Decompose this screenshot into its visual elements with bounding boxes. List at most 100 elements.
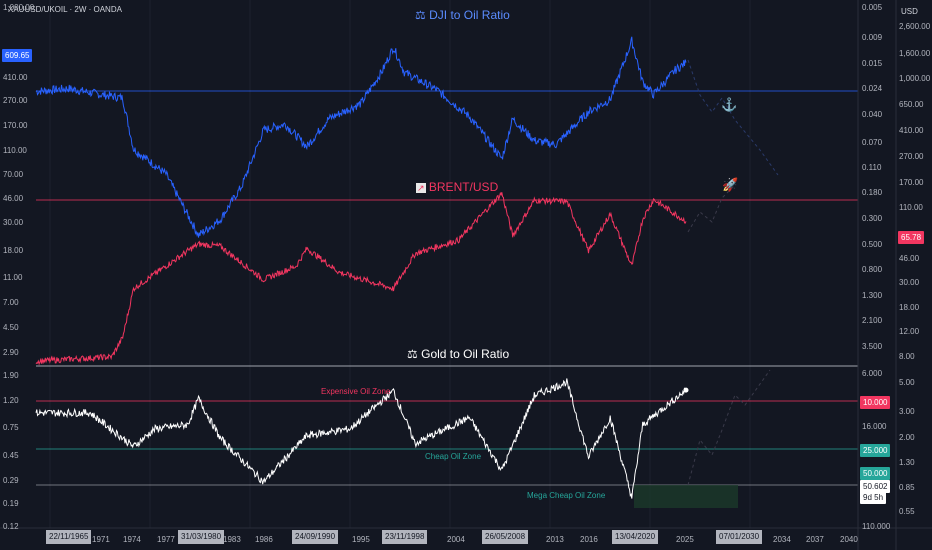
right-axis-tick: 0.55 [899, 507, 915, 516]
time-axis-tick: 2016 [580, 535, 598, 544]
left-axis-tick: 70.00 [3, 170, 24, 179]
green-value-badge: 50.000 [860, 467, 891, 480]
left-axis-tick: 1.20 [3, 396, 19, 405]
time-axis-tick: 1983 [223, 535, 241, 544]
left-price-badge: 609.65 [2, 49, 33, 62]
left-axis-tick: 4.50 [3, 323, 19, 332]
right-axis-tick: 1.30 [899, 458, 915, 467]
time-axis-tick: 1977 [157, 535, 175, 544]
date-marker: 13/04/2020 [612, 530, 659, 544]
ratio-axis-tick: 0.500 [862, 240, 883, 249]
scale-icon: ⚖ [407, 347, 418, 361]
last-point-marker [683, 387, 689, 393]
ratio-axis-tick: 0.024 [862, 84, 883, 93]
ratio-axis-tick: 0.110 [862, 163, 882, 172]
ratio-axis-tick: 6.000 [862, 369, 883, 378]
left-axis-tick: 1.90 [3, 371, 19, 380]
right-axis-tick: 2,600.00 [899, 22, 931, 31]
dji-projection-path [687, 59, 779, 176]
right-axis-tick: 0.85 [899, 483, 915, 492]
ratio-axis-tick: 1.300 [862, 291, 883, 300]
right-axis-tick: 3.00 [899, 407, 915, 416]
countdown-badge: 9d 5h [860, 491, 887, 504]
date-marker: 22/11/1965 [46, 530, 92, 544]
ratio-axis-tick: 0.005 [862, 3, 883, 12]
date-marker: 31/03/1980 [178, 530, 225, 544]
gold-oil-ratio-line[interactable] [35, 378, 687, 499]
right-axis-tick: 410.00 [899, 126, 924, 135]
usd-unit-label: USD [901, 7, 918, 16]
right-axis-tick: 170.00 [899, 178, 924, 187]
left-axis-tick: 11.00 [3, 273, 23, 282]
cheap-zone-label: Cheap Oil Zone [425, 452, 482, 461]
time-axis-tick: 2040 [840, 535, 858, 544]
rocket-icon: 🚀 [722, 177, 739, 192]
dji-oil-ratio-line[interactable] [35, 36, 687, 238]
right-axis-tick: 2.00 [899, 433, 915, 442]
left-axis-tick: 0.75 [3, 423, 19, 432]
mega-cheap-zone-label: Mega Cheap Oil Zone [527, 491, 606, 500]
time-axis-tick: 1971 [92, 535, 110, 544]
left-axis-tick: 0.29 [3, 476, 19, 485]
expensive-zone-label: Expensive Oil Zone [321, 387, 391, 396]
right-axis-tick: 650.00 [899, 100, 924, 109]
gold-oil-title: ⚖ Gold to Oil Ratio [407, 347, 509, 361]
time-axis-tick: 2025 [676, 535, 694, 544]
ratio-axis-tick: 16.000 [862, 422, 887, 431]
left-axis-tick: 110.00 [3, 146, 27, 155]
ratio-axis-tick: 0.800 [862, 265, 883, 274]
right-axis-tick: 30.00 [899, 278, 920, 287]
left-axis-tick: 18.00 [3, 246, 24, 255]
left-axis-tick: 7.00 [3, 298, 19, 307]
ratio-badge-green: 25.000 [860, 444, 891, 457]
right-axis-tick: 110.00 [899, 203, 923, 212]
dji-oil-title-text: DJI to Oil Ratio [429, 8, 510, 22]
right-axis-tick: 5.00 [899, 378, 915, 387]
right-axis-tick: 46.00 [899, 254, 920, 263]
ratio-axis-tick: 0.070 [862, 138, 883, 147]
left-axis-tick: 2.90 [3, 348, 19, 357]
left-axis-tick: 410.00 [3, 73, 28, 82]
left-axis-tick: 46.00 [3, 194, 24, 203]
ratio-badge-red: 10.000 [860, 396, 891, 409]
ratio-axis-tick: 2.100 [862, 316, 883, 325]
symbol-header[interactable]: XAUUSD/UKOIL · 2W · OANDA [8, 5, 122, 14]
dji-oil-title: ⚖ DJI to Oil Ratio [415, 8, 510, 22]
time-axis-tick: 1995 [352, 535, 370, 544]
ratio-axis-tick: 110.000 [862, 522, 891, 531]
scale-icon: ⚖ [415, 8, 426, 22]
brent-price-badge: 65.78 [898, 231, 925, 244]
time-axis-tick: 2034 [773, 535, 791, 544]
left-axis-tick: 1,000.00 [3, 3, 35, 12]
left-axis-tick: 170.00 [3, 121, 28, 130]
ratio-axis-tick: 0.300 [862, 214, 883, 223]
ratio-axis-tick: 0.180 [862, 188, 883, 197]
date-marker: 07/01/2030 [716, 530, 763, 544]
brent-title: ↗ BRENT/USD [416, 180, 498, 194]
brent-projection-path [687, 184, 736, 233]
brent-usd-line[interactable] [35, 191, 687, 366]
mega-cheap-zone-box [634, 485, 738, 508]
date-marker: 23/11/1998 [382, 530, 428, 544]
right-axis-tick: 18.00 [899, 303, 920, 312]
date-marker: 24/09/1990 [292, 530, 339, 544]
left-axis-tick: 0.19 [3, 499, 19, 508]
last-value-badge: 50.602 [860, 480, 891, 493]
ratio-axis-tick: 3.500 [862, 342, 883, 351]
right-axis-tick: 1,600.00 [899, 49, 931, 58]
time-axis-tick: 1986 [255, 535, 273, 544]
right-axis-tick: 1,000.00 [899, 74, 931, 83]
time-axis-tick: 2037 [806, 535, 824, 544]
time-axis-tick: 2013 [546, 535, 564, 544]
time-axis-tick: 1974 [123, 535, 141, 544]
time-axis-tick: 2004 [447, 535, 465, 544]
right-axis-tick: 270.00 [899, 152, 924, 161]
right-axis-tick: 12.00 [899, 327, 920, 336]
gold-oil-title-text: Gold to Oil Ratio [421, 347, 510, 361]
ratio-axis-tick: 0.009 [862, 33, 883, 42]
chart-icon: ↗ [416, 183, 426, 193]
left-axis-tick: 0.45 [3, 451, 19, 460]
date-marker: 26/05/2008 [482, 530, 529, 544]
left-axis-tick: 270.00 [3, 96, 28, 105]
